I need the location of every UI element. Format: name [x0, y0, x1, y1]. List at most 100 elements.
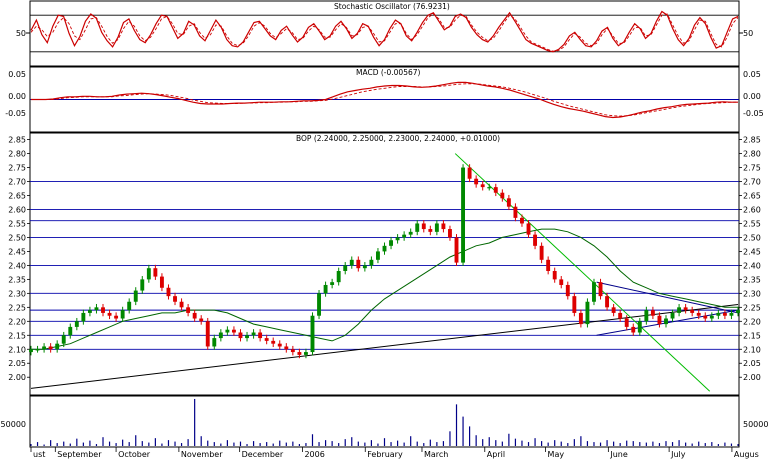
price-ytick-right-12: 2.25: [743, 303, 761, 312]
candle-body-3: [48, 346, 53, 350]
candle-body-60: [421, 223, 426, 230]
stochastic-ytick-left: 50: [16, 29, 26, 38]
candle-body-26: [199, 318, 204, 322]
trend-line-1: [454, 153, 711, 392]
candle-body-67: [467, 167, 472, 179]
stochastic-layer: [26, 10, 743, 53]
price-ytick-left-5: 2.60: [8, 205, 26, 214]
candle-body-0: [29, 349, 33, 353]
x-tick-label-1: September: [57, 450, 102, 459]
price-ytick-left-6: 2.55: [8, 219, 26, 228]
candle-body-107: [729, 312, 734, 316]
price-ytick-right-13: 2.20: [743, 317, 761, 326]
candle-body-7: [74, 321, 79, 327]
price-ytick-left-15: 2.10: [8, 345, 26, 354]
candle-body-22: [173, 296, 177, 302]
candle-body-39: [284, 346, 289, 350]
candle-body-42: [303, 352, 308, 355]
candle-body-29: [218, 332, 223, 339]
candle-body-36: [264, 338, 269, 341]
candle-body-54: [382, 245, 387, 252]
candle-body-1: [35, 349, 40, 351]
candle-body-57: [402, 234, 407, 238]
price-ytick-left-8: 2.45: [8, 247, 26, 256]
stochastic-series-1: [30, 13, 739, 52]
candle-body-48: [343, 265, 348, 271]
candle-body-87: [598, 282, 603, 297]
price-ytick-right-0: 2.85: [743, 136, 761, 145]
candle-body-74: [513, 206, 518, 218]
candle-body-14: [120, 310, 125, 319]
candle-body-105: [716, 312, 721, 316]
candle-body-88: [605, 296, 610, 308]
macd-layer: [30, 81, 739, 119]
candle-body-19: [153, 268, 158, 277]
candle-body-2: [42, 346, 47, 350]
candle-body-55: [389, 240, 393, 246]
macd-ytick-0-left: 0.05: [8, 70, 26, 79]
x-tick-label-3: November: [181, 450, 223, 459]
candle-body-4: [55, 343, 60, 350]
candle-body-18: [146, 268, 151, 280]
candle-body-101: [690, 310, 695, 313]
candle-body-28: [212, 338, 217, 347]
candle-body-17: [140, 279, 145, 291]
candle-body-16: [133, 290, 138, 302]
candle-body-78: [539, 245, 544, 260]
candle-body-5: [61, 335, 66, 344]
price-ytick-right-2: 2.75: [743, 164, 761, 173]
candle-body-86: [592, 282, 596, 302]
macd-ytick-2-left: -0.05: [5, 109, 26, 118]
candle-body-82: [565, 284, 570, 297]
volume-layer: [30, 398, 739, 446]
price-ytick-right-9: 2.40: [743, 261, 761, 270]
candle-body-40: [290, 349, 295, 353]
candle-body-20: [159, 276, 164, 288]
macd-ytick-0-right: 0.05: [743, 70, 761, 79]
price-ytick-left-11: 2.30: [8, 289, 26, 298]
candle-body-68: [474, 178, 479, 185]
x-tick-label-4: December: [242, 450, 284, 459]
candle-body-72: [500, 192, 505, 199]
stochastic-title: Stochastic Oscillator (76.9231): [334, 2, 450, 11]
price-ytick-right-15: 2.10: [743, 345, 761, 354]
candle-body-99: [677, 307, 682, 313]
candle-body-98: [670, 312, 675, 319]
volume-ytick-left: 50000: [1, 420, 26, 429]
candle-body-12: [107, 312, 112, 316]
x-tick-label-10: June: [609, 450, 628, 459]
price-ytick-left-2: 2.75: [8, 164, 26, 173]
candle-body-24: [186, 307, 191, 313]
candle-body-94: [644, 310, 649, 322]
x-tick-label-11: July: [670, 450, 686, 459]
candle-body-75: [520, 217, 524, 224]
candle-body-81: [559, 279, 564, 285]
candle-body-31: [231, 329, 236, 333]
candle-body-51: [362, 265, 367, 269]
price-ytick-left-1: 2.80: [8, 150, 26, 159]
candle-body-90: [618, 312, 623, 319]
stochastic-ytick-right: 50: [743, 29, 753, 38]
stochastic-series-0: [30, 10, 739, 53]
x-tick-label-2: October: [118, 450, 151, 459]
candle-body-106: [722, 312, 727, 316]
price-ytick-right-16: 2.05: [743, 359, 761, 368]
price-ytick-left-7: 2.50: [8, 233, 26, 242]
candle-body-46: [330, 282, 335, 285]
candle-body-103: [703, 315, 708, 319]
candle-body-79: [546, 259, 551, 271]
candle-body-35: [258, 332, 263, 339]
candle-body-23: [179, 301, 184, 308]
candle-body-13: [114, 315, 119, 319]
candle-body-73: [506, 198, 511, 207]
x-tick-label-8: April: [487, 450, 505, 459]
candle-body-76: [526, 223, 531, 235]
candle-body-61: [428, 229, 433, 232]
candle-body-10: [94, 307, 99, 311]
macd-series-1: [31, 83, 738, 117]
candle-body-91: [624, 318, 629, 327]
candle-body-43: [310, 315, 315, 353]
macd-ytick-1-left: 0.00: [8, 92, 26, 101]
